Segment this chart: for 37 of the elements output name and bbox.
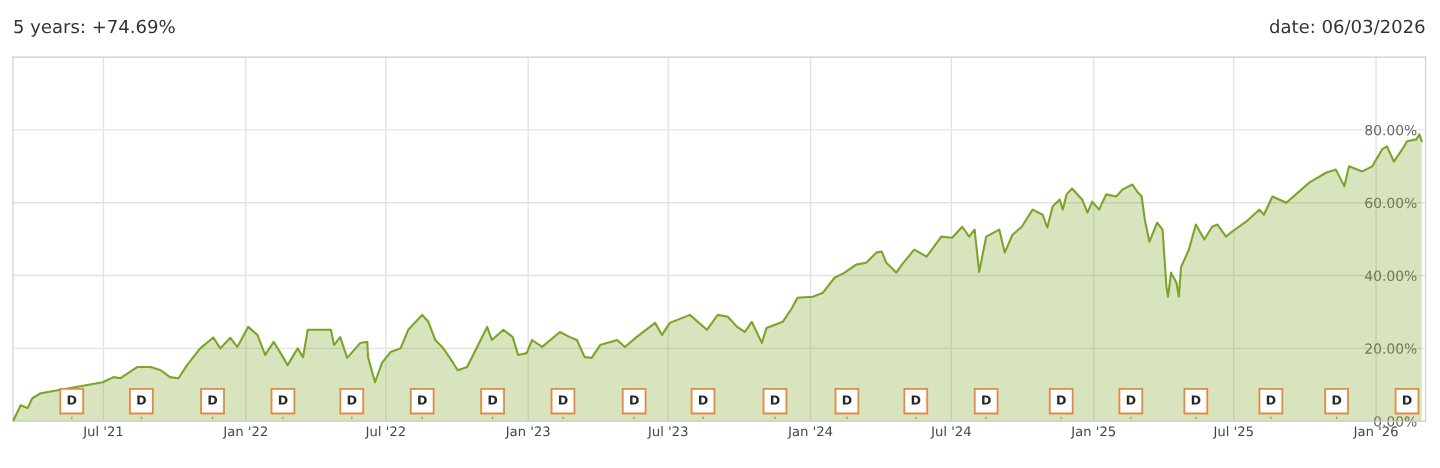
y-tick-label: 80.00%	[1365, 124, 1417, 136]
x-tick-label: Jul '23	[647, 426, 688, 439]
x-tick-label: Jan '24	[787, 426, 833, 439]
x-tick-label: Jan '25	[1070, 426, 1116, 439]
annotation: D	[698, 395, 708, 405]
x-tick-label: Jan '22	[222, 426, 267, 439]
chart-subtitle: date: 06/03/2026	[1269, 19, 1425, 35]
annotation: D	[630, 395, 639, 405]
annotation: D	[67, 395, 77, 405]
x-tick-label: Jul '24	[930, 426, 971, 439]
y-tick-label: 60.00%	[1365, 197, 1417, 209]
x-tick-label: Jan '23	[505, 426, 550, 439]
y-tick-label: 40.00%	[1364, 270, 1417, 282]
annotation: D	[488, 395, 498, 405]
annotation: D	[558, 395, 568, 405]
annotation: D	[1057, 395, 1066, 405]
annotation: D	[1266, 395, 1276, 405]
annotation: D	[347, 395, 357, 405]
annotation: D	[418, 395, 427, 405]
annotation: D	[911, 395, 921, 405]
annotation: D	[770, 395, 780, 405]
annotation: D	[1191, 395, 1201, 405]
x-tick-label: Jul '25	[1212, 426, 1253, 439]
annotation: D	[1126, 395, 1136, 405]
chart-title: 5 years: +74.69%	[14, 19, 175, 37]
annotation: D	[1402, 395, 1412, 405]
x-tick-label: Jul '21	[82, 426, 123, 439]
y-tick-label: 20.00%	[1365, 343, 1417, 354]
x-tick-label: Jan '26	[1352, 426, 1398, 439]
y-tick-label: 0.00%	[1374, 416, 1417, 427]
annotation: D	[278, 395, 288, 405]
annotation: D	[208, 395, 218, 405]
annotation: D	[137, 395, 146, 405]
annotation: D	[982, 395, 991, 405]
x-tick-label: Jul '22	[364, 426, 405, 439]
annotation: D	[1332, 395, 1342, 405]
annotation: D	[842, 395, 852, 405]
